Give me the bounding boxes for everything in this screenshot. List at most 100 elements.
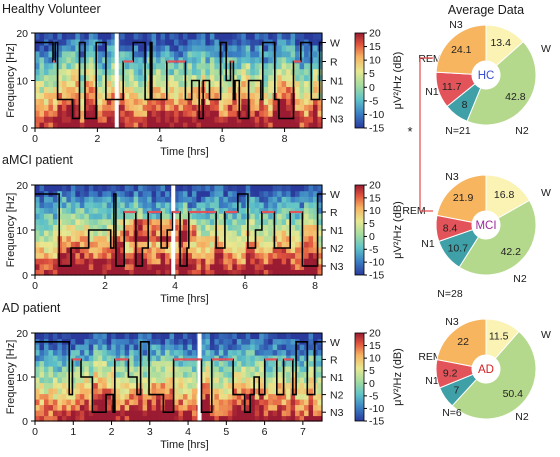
spectrogram-cell bbox=[52, 116, 59, 123]
spectrogram-cell bbox=[250, 252, 256, 259]
spectrogram-cell bbox=[174, 201, 180, 209]
spectrogram-cell bbox=[151, 201, 157, 209]
spectrogram-cell bbox=[187, 366, 193, 373]
spectrogram-cell bbox=[205, 218, 211, 225]
spectrogram-cell bbox=[48, 122, 54, 129]
spectrogram-cell bbox=[182, 122, 189, 129]
spectrogram-cell bbox=[115, 224, 121, 231]
spectrogram-cell bbox=[313, 415, 319, 422]
spectrogram-cell bbox=[79, 213, 85, 220]
donut-hole bbox=[472, 211, 500, 239]
spectrogram-cell bbox=[304, 92, 310, 99]
spectrogram-cell bbox=[43, 50, 50, 58]
colorbar-tick-label: 10 bbox=[369, 55, 381, 67]
spectrogram-cell bbox=[165, 355, 171, 362]
spectrogram-cell bbox=[209, 333, 215, 340]
spectrogram-cell bbox=[111, 360, 117, 367]
spectrogram-cell bbox=[227, 344, 233, 351]
spectrogram-cell bbox=[39, 263, 45, 270]
spectrogram-cell bbox=[259, 62, 265, 70]
spectrogram-cell bbox=[66, 263, 72, 270]
spectrogram-cell bbox=[79, 404, 85, 411]
spectrogram-cell bbox=[106, 388, 112, 395]
spectrogram-cell bbox=[196, 263, 202, 270]
spectrogram-cell bbox=[39, 399, 45, 406]
spectrogram-cell bbox=[187, 388, 193, 395]
spectrogram-cell bbox=[160, 201, 166, 209]
spectrogram-cell bbox=[187, 62, 193, 70]
spectrogram-cell bbox=[227, 263, 233, 270]
spectrogram-cell bbox=[209, 252, 215, 259]
spectrogram-cell bbox=[304, 410, 310, 417]
spectrogram-cell bbox=[111, 355, 117, 362]
spectrogram-cell bbox=[102, 74, 108, 82]
spectrogram-cell bbox=[317, 388, 323, 395]
spectrogram-cell bbox=[66, 80, 72, 88]
spectrogram-cell bbox=[281, 333, 287, 340]
spectrogram-cell bbox=[115, 252, 121, 259]
spectrogram-cell bbox=[263, 258, 269, 265]
spectrogram-cell bbox=[304, 80, 310, 88]
spectrogram-heatmap bbox=[35, 185, 323, 276]
spectrogram-cell bbox=[286, 263, 292, 270]
spectrogram-cell bbox=[263, 98, 269, 105]
spectrogram-cell bbox=[43, 404, 50, 411]
spectrogram-cell bbox=[129, 33, 135, 40]
spectrogram-cell bbox=[223, 224, 229, 231]
spectrogram-cell bbox=[214, 415, 220, 422]
spectrogram-cell bbox=[205, 269, 211, 276]
spectrogram-cell bbox=[223, 258, 229, 265]
spectrogram-cell bbox=[151, 74, 157, 82]
spectrogram-cell bbox=[191, 74, 198, 82]
spectrogram-cell bbox=[178, 224, 184, 231]
spectrogram-cell bbox=[39, 388, 45, 395]
spectrogram-cell bbox=[205, 393, 211, 400]
spectrogram-cell bbox=[241, 98, 247, 105]
spectrogram-cell bbox=[124, 393, 130, 400]
spectrogram-cell bbox=[70, 50, 76, 58]
spectrogram-cell bbox=[115, 269, 121, 276]
spectrogram-cell bbox=[245, 371, 251, 378]
spectrogram-cell bbox=[156, 201, 162, 209]
spectrogram-cell bbox=[61, 371, 67, 378]
spectrogram-cell bbox=[156, 355, 162, 362]
spectrogram-cell bbox=[75, 230, 81, 237]
spectrogram-cell bbox=[142, 224, 148, 231]
spectrogram-cell bbox=[88, 355, 94, 362]
spectrogram-cell bbox=[93, 190, 99, 197]
spectrogram-cell bbox=[35, 355, 41, 362]
spectrogram-cell bbox=[299, 80, 305, 88]
spectrogram-cell bbox=[52, 415, 59, 422]
spectrogram-cell bbox=[106, 185, 112, 192]
spectrogram-cell bbox=[205, 201, 211, 209]
spectrogram-cell bbox=[160, 50, 166, 58]
spectrogram-cell bbox=[263, 201, 269, 209]
spectrogram-cell bbox=[79, 263, 85, 270]
spectrogram-cell bbox=[218, 122, 224, 129]
spectrogram-cell bbox=[196, 230, 202, 237]
spectrogram-cell bbox=[97, 360, 103, 367]
spectrogram-cell bbox=[313, 224, 319, 231]
spectrogram-cell bbox=[138, 235, 144, 242]
spectrogram-cell bbox=[205, 241, 211, 248]
spectrogram-cell bbox=[129, 44, 135, 52]
spectrogram-cell bbox=[263, 241, 269, 248]
spectrogram-cell bbox=[147, 230, 153, 237]
spectrogram-cell bbox=[281, 230, 287, 237]
spectrogram-cell bbox=[129, 338, 135, 345]
spectrogram-cell bbox=[200, 74, 206, 82]
spectrogram-cell bbox=[205, 263, 211, 270]
spectrogram-cell bbox=[39, 349, 45, 356]
spectrogram-cell bbox=[106, 410, 112, 417]
spectrogram-cell bbox=[43, 213, 50, 220]
spectrogram-cell bbox=[263, 355, 269, 362]
spectrogram-cell bbox=[196, 246, 202, 254]
spectrogram-cell bbox=[43, 377, 50, 384]
spectrogram-cell bbox=[35, 410, 41, 417]
spectrogram-cell bbox=[84, 344, 90, 351]
spectrogram-cell bbox=[75, 207, 81, 214]
spectrogram-cell bbox=[97, 377, 103, 384]
spectrogram-cell bbox=[236, 213, 242, 220]
spectrogram-cell bbox=[223, 415, 229, 422]
